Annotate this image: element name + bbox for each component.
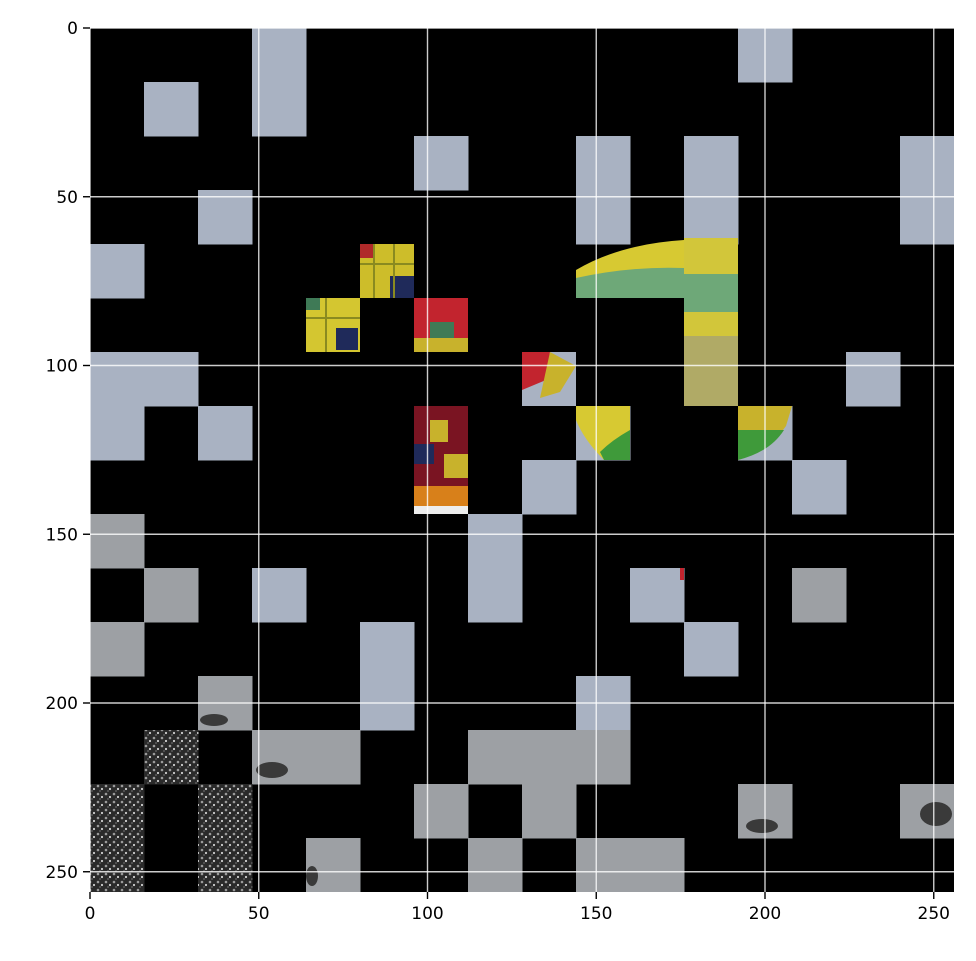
x-tick-label: 200 xyxy=(749,904,781,924)
image-patch xyxy=(468,568,523,623)
image-patch xyxy=(414,136,469,191)
image-patch xyxy=(90,838,145,892)
y-tick-label: 0 xyxy=(67,19,78,39)
balloon-details xyxy=(306,238,792,580)
image-patch xyxy=(198,838,253,892)
image-patch xyxy=(468,514,523,569)
image-patch xyxy=(684,136,739,191)
x-axis: 0 50 100 150 200 250 xyxy=(85,892,950,924)
image-patch xyxy=(90,244,145,299)
image-patch xyxy=(684,622,739,677)
y-tick-label: 250 xyxy=(46,863,78,883)
tree-fragments xyxy=(200,714,952,886)
image-patch xyxy=(144,568,199,623)
image-patch xyxy=(684,190,739,245)
image-patch xyxy=(198,406,253,461)
image-patch xyxy=(90,784,145,839)
image-patch xyxy=(90,622,145,677)
image-patch xyxy=(90,514,145,569)
image-patch xyxy=(522,784,577,839)
y-tick-label: 50 xyxy=(56,188,78,208)
image-patch xyxy=(144,730,199,785)
image-patch xyxy=(468,838,523,892)
image-patch xyxy=(900,136,954,191)
image-patch xyxy=(576,136,631,191)
image-patch xyxy=(576,730,631,785)
image-patch xyxy=(576,190,631,245)
image-patch xyxy=(360,622,415,677)
image-patch xyxy=(792,568,847,623)
image-patch xyxy=(198,784,253,839)
image-patch xyxy=(90,406,145,461)
x-tick-label: 250 xyxy=(918,904,950,924)
x-tick-label: 0 xyxy=(85,904,96,924)
image-patch xyxy=(90,352,145,407)
y-axis: 0 50 100 150 200 250 xyxy=(46,19,90,883)
image-patch xyxy=(630,838,685,892)
image-patch xyxy=(198,190,253,245)
image-patch xyxy=(900,190,954,245)
image-patch xyxy=(414,784,469,839)
image-patch xyxy=(468,730,523,785)
image-patch xyxy=(252,568,307,623)
image-patch xyxy=(144,82,199,137)
x-tick-label: 50 xyxy=(248,904,270,924)
image-patch xyxy=(522,730,577,785)
masked-image xyxy=(90,28,954,892)
image-patch xyxy=(252,82,307,137)
image-patch xyxy=(792,460,847,515)
image-patch xyxy=(144,352,199,407)
image-patch xyxy=(522,460,577,515)
y-tick-label: 150 xyxy=(46,525,78,545)
x-tick-label: 100 xyxy=(411,904,443,924)
image-patch xyxy=(252,28,307,83)
image-patch xyxy=(306,730,361,785)
right-balloon xyxy=(522,238,792,580)
y-tick-label: 100 xyxy=(46,357,78,377)
x-tick-label: 150 xyxy=(580,904,612,924)
image-patch xyxy=(846,352,901,407)
image-patch xyxy=(576,838,631,892)
y-tick-label: 200 xyxy=(46,694,78,714)
image-patch xyxy=(630,568,685,623)
grid-lines xyxy=(89,27,954,892)
visible-patches xyxy=(90,28,954,892)
